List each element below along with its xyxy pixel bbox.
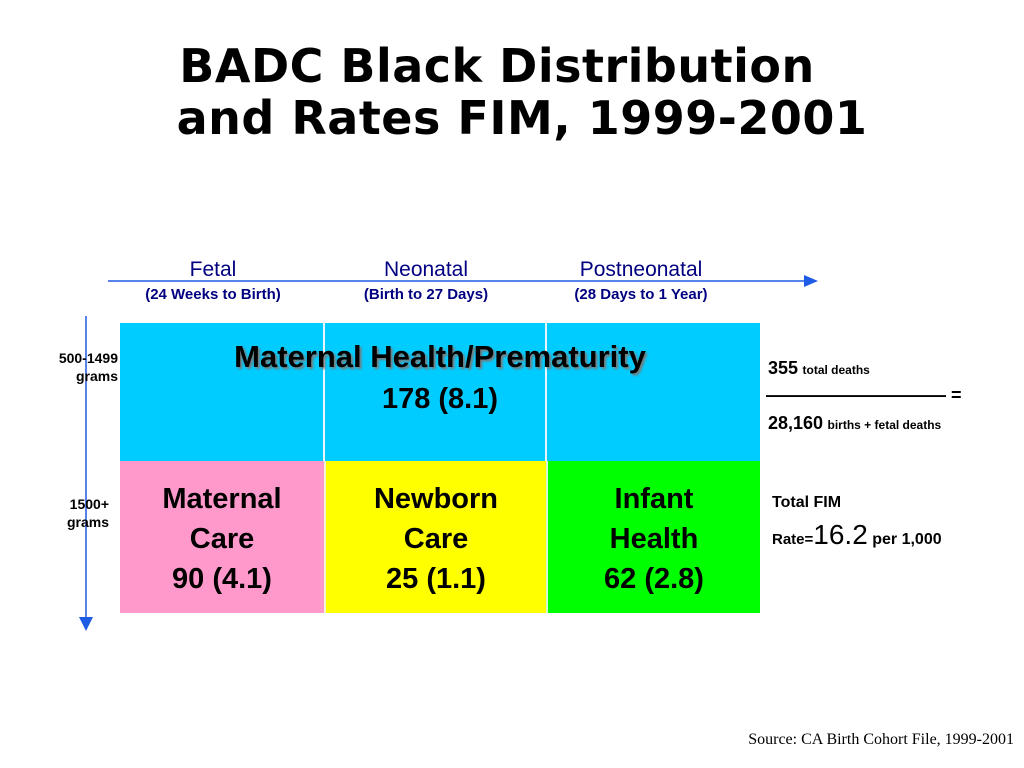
time-axis-arrow-head — [804, 275, 818, 287]
period-name: Fetal — [189, 258, 237, 281]
period-header-postneonatal: Postneonatal (28 Days to 1 Year) — [536, 258, 746, 305]
births-label: births + fetal deaths — [827, 418, 942, 432]
period-name: Neonatal — [383, 258, 469, 281]
rate-label: Total FIM — [772, 494, 842, 511]
deaths-count: 355 — [768, 358, 799, 378]
rate-line: Rate=16.2 per 1,000 — [772, 519, 942, 551]
weight-range: 1500+ — [69, 496, 109, 512]
deaths-line: 355 total deaths — [768, 358, 870, 379]
weight-axis-arrow-head — [79, 617, 93, 631]
cell-label-1: Maternal — [162, 483, 282, 515]
cell-label-2: Health — [609, 523, 699, 555]
rate-unit: per 1,000 — [872, 531, 942, 548]
cell-label-2: Care — [189, 523, 255, 555]
births-count: 28,160 — [768, 413, 824, 433]
weight-unit: grams — [75, 368, 118, 384]
slide-title: BADC Black Distribution and Rates FIM, 1… — [0, 40, 1024, 144]
cell-label-1: Infant — [614, 483, 694, 515]
maternal-health-label: Maternal Health/Prematurity — [234, 339, 646, 374]
births-line: 28,160 births + fetal deaths — [768, 413, 941, 434]
title-line-1: BADC Black Distribution — [179, 39, 815, 93]
cell-value: 25 (1.1) — [386, 563, 486, 595]
cell-label-2: Care — [403, 523, 469, 555]
deaths-label: total deaths — [802, 363, 870, 377]
period-header-neonatal: Neonatal (Birth to 27 Days) — [316, 258, 536, 305]
period-range: (28 Days to 1 Year) — [574, 286, 708, 303]
weight-label-low: 500-1499 grams — [20, 349, 118, 385]
maternal-health-cell: Maternal Health/Prematurity 178 (8.1) — [120, 323, 760, 461]
rate-prefix: Rate= — [772, 531, 814, 548]
maternal-health-value: 178 (8.1) — [381, 383, 499, 415]
period-range: (Birth to 27 Days) — [363, 286, 489, 303]
cell-label-1: Newborn — [373, 483, 499, 515]
cell-value: 90 (4.1) — [172, 563, 272, 595]
rate-value: 16.2 — [813, 519, 868, 550]
fraction-divider: —————————— = — [766, 385, 962, 405]
period-name: Postneonatal — [579, 258, 703, 281]
period-range: (24 Weeks to Birth) — [145, 286, 281, 303]
source-note: Source: CA Birth Cohort File, 1999-2001 — [748, 731, 1014, 748]
cell-divider — [545, 323, 547, 461]
weight-label-high: 1500+ grams — [20, 495, 109, 531]
title-line-2: and Rates FIM, 1999-2001 — [176, 91, 868, 145]
cell-value: 62 (2.8) — [604, 563, 704, 595]
infant-health-cell: Infant Health 62 (2.8) — [546, 461, 760, 613]
cell-divider — [323, 323, 325, 461]
newborn-care-cell: Newborn Care 25 (1.1) — [324, 461, 546, 613]
period-header-fetal: Fetal (24 Weeks to Birth) — [113, 258, 313, 305]
maternal-care-cell: Maternal Care 90 (4.1) — [120, 461, 324, 613]
weight-unit: grams — [66, 514, 109, 530]
weight-range: 500-1499 — [58, 350, 118, 366]
